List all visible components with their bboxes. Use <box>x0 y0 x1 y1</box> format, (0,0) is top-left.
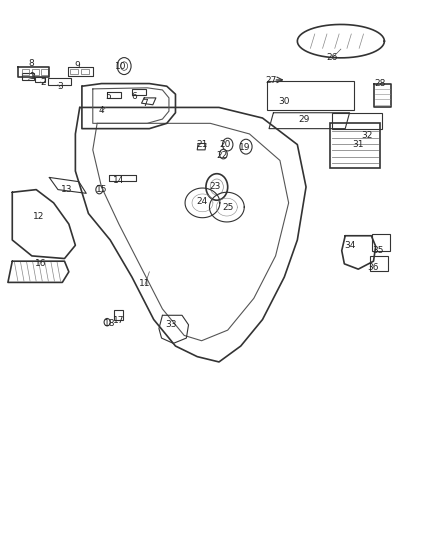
Text: 15: 15 <box>96 185 107 194</box>
Bar <box>22 74 35 80</box>
Text: 9: 9 <box>74 61 81 69</box>
Bar <box>107 92 120 98</box>
Text: 36: 36 <box>368 263 379 272</box>
Bar <box>35 77 45 82</box>
Text: 23: 23 <box>209 182 220 191</box>
Text: 27: 27 <box>265 76 277 85</box>
Text: 11: 11 <box>139 279 151 288</box>
Bar <box>81 69 89 74</box>
Text: 34: 34 <box>344 241 355 250</box>
Bar <box>267 81 354 110</box>
Text: 29: 29 <box>298 115 310 124</box>
Text: 22: 22 <box>217 151 228 160</box>
Bar <box>70 69 78 74</box>
Text: 17: 17 <box>113 316 125 325</box>
Text: 8: 8 <box>28 60 34 68</box>
Text: 5: 5 <box>105 92 111 101</box>
Bar <box>48 78 71 85</box>
Text: 24: 24 <box>197 197 208 206</box>
Text: 13: 13 <box>61 185 72 194</box>
Text: 25: 25 <box>222 203 233 212</box>
Text: 6: 6 <box>131 92 137 101</box>
Bar <box>132 89 146 95</box>
Text: 7: 7 <box>142 99 148 108</box>
Text: 30: 30 <box>279 96 290 106</box>
Bar <box>22 69 29 75</box>
Text: 2: 2 <box>40 78 46 87</box>
Text: 12: 12 <box>33 212 44 221</box>
Bar <box>372 233 391 251</box>
Text: 32: 32 <box>361 131 373 140</box>
Text: 16: 16 <box>35 260 46 268</box>
Text: 35: 35 <box>372 246 384 255</box>
Text: 26: 26 <box>326 53 338 62</box>
Bar <box>332 113 382 128</box>
Bar <box>330 123 380 168</box>
Text: 3: 3 <box>57 82 63 91</box>
Bar <box>371 256 388 271</box>
Text: 4: 4 <box>99 106 104 115</box>
Text: 33: 33 <box>166 320 177 329</box>
Bar <box>32 69 39 75</box>
Text: 19: 19 <box>239 143 251 152</box>
Text: 14: 14 <box>113 176 124 185</box>
Text: 10: 10 <box>115 62 127 70</box>
Text: 28: 28 <box>374 79 386 88</box>
Bar <box>42 69 48 75</box>
Text: 1: 1 <box>30 72 35 81</box>
Text: 31: 31 <box>353 140 364 149</box>
Text: 21: 21 <box>196 140 207 149</box>
Bar <box>114 310 123 319</box>
Text: 18: 18 <box>103 319 115 328</box>
Text: 20: 20 <box>220 140 231 149</box>
